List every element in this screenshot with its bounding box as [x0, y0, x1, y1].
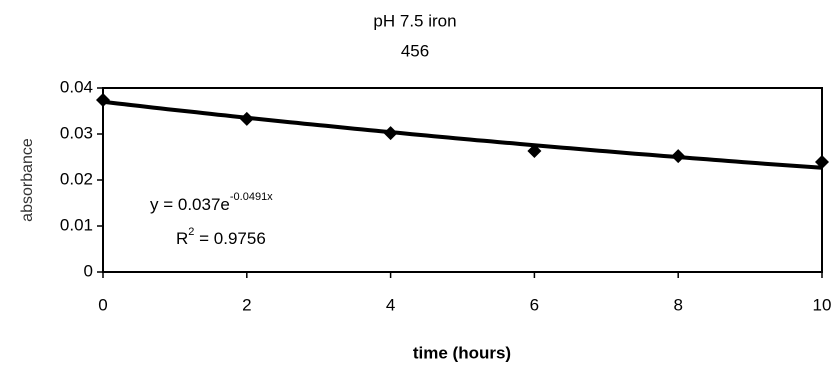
y-tick-label: 0.01: [60, 215, 93, 234]
r-symbol: R: [176, 229, 188, 248]
trend-equation: y = 0.037e-0.0491x: [150, 191, 273, 215]
r-squared: R2 = 0.9756: [176, 226, 266, 249]
x-tick-label: 0: [98, 295, 107, 314]
equation-base: y = 0.037e: [150, 195, 230, 214]
data-point: [96, 92, 110, 107]
data-point: [815, 155, 829, 170]
y-tick-label: 0.02: [60, 169, 93, 188]
data-point: [671, 149, 686, 164]
trendline: [102, 99, 823, 170]
x-tick-label: 4: [386, 295, 395, 314]
x-axis-label: time (hours): [413, 343, 511, 362]
y-tick-label: 0.04: [60, 77, 93, 96]
r-power: 2: [188, 226, 194, 238]
data-point: [527, 144, 542, 159]
equation-exponent: -0.0491x: [230, 191, 273, 203]
chart-subtitle: 456: [401, 41, 429, 60]
r-rest: = 0.9756: [194, 229, 265, 248]
x-tick-label: 8: [673, 295, 682, 314]
y-axis-label: absorbance: [19, 138, 36, 222]
x-tick-label: 10: [813, 295, 832, 314]
data-point: [383, 126, 398, 141]
y-tick-label: 0: [84, 261, 93, 280]
x-tick-label: 2: [242, 295, 251, 314]
y-tick-label: 0.03: [60, 123, 93, 142]
x-tick-label: 6: [530, 295, 539, 314]
data-point: [239, 111, 254, 126]
chart-title: pH 7.5 iron: [373, 11, 456, 30]
